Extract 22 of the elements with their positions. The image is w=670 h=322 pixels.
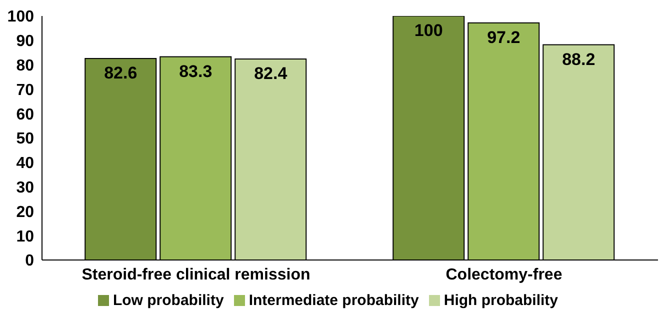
y-tick-label: 80 [16, 57, 34, 74]
data-label: 83.3 [179, 62, 212, 81]
y-tick-label: 0 [25, 252, 34, 270]
data-label: 100 [414, 21, 443, 40]
legend-label: Intermediate probability [248, 292, 419, 309]
data-label: 82.6 [104, 64, 138, 83]
data-label: 82.4 [254, 64, 288, 84]
x-tick-label: Steroid-free clinical remission [82, 266, 310, 284]
y-tick-label: 100 [7, 8, 34, 26]
y-tick-label: 30 [16, 179, 34, 196]
y-tick-label: 10 [16, 228, 34, 246]
y-tick-label: 50 [16, 130, 34, 148]
y-tick-label: 60 [16, 106, 34, 124]
y-tick-label: 70 [16, 82, 34, 99]
x-tick-label: Colectomy-free [446, 266, 562, 284]
legend-label: High probability [444, 292, 558, 309]
y-tick-label: 20 [16, 204, 34, 221]
y-tick-label: 40 [16, 155, 34, 172]
data-label: 88.2 [562, 50, 596, 69]
y-tick-label: 90 [16, 33, 34, 50]
legend-label: Low probability [112, 292, 224, 309]
data-label: 97.2 [487, 28, 520, 47]
